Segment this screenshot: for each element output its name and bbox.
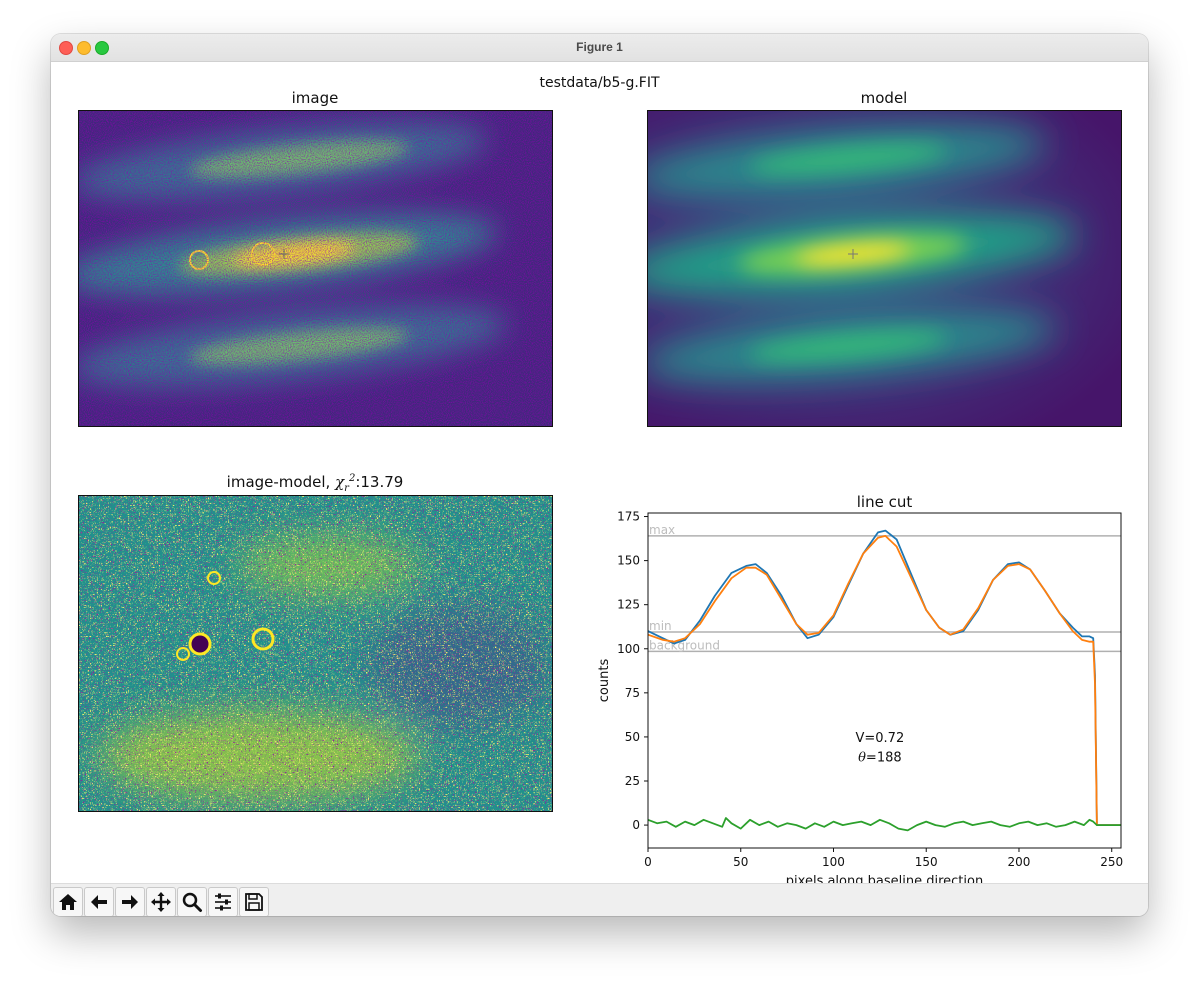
window-title: Figure 1 (576, 40, 623, 54)
visibility-annotation: V=0.72 (855, 731, 904, 746)
x-tick-label: 50 (733, 855, 748, 869)
theta-annotation: θ=188 (858, 751, 902, 766)
chi-squared-symbol: χr2 (335, 473, 356, 494)
y-tick-label: 150 (617, 554, 640, 568)
series-model (647, 535, 1121, 826)
hline-label-max: max (649, 523, 675, 537)
y-tick-label: 25 (625, 774, 640, 788)
arrow-left-icon (91, 895, 107, 909)
hline-label-min: min (649, 619, 672, 633)
back-button[interactable] (84, 887, 114, 916)
move-arrows-icon (151, 892, 171, 912)
close-window-button[interactable] (59, 41, 73, 55)
pan-button[interactable] (146, 887, 176, 916)
y-tick-label: 125 (617, 598, 640, 612)
residual-title-prefix: image-model, (226, 473, 336, 491)
arrow-right-icon (122, 895, 138, 909)
residual-panel[interactable] (78, 495, 553, 812)
y-tick-label: 100 (617, 642, 640, 656)
x-tick-label: 200 (1008, 855, 1031, 869)
minimize-window-button[interactable] (77, 41, 91, 55)
x-tick-label: 0 (644, 855, 652, 869)
x-tick-label: 150 (915, 855, 938, 869)
x-tick-label: 100 (822, 855, 845, 869)
image-panel[interactable] (78, 110, 553, 427)
y-tick-label: 175 (617, 510, 640, 524)
figure-window: Figure 1 testdata/b5-g.FIT image (51, 34, 1148, 916)
hline-label-background: background (649, 638, 720, 652)
series-residual (647, 817, 1121, 832)
linecut-chart[interactable]: max min background 0 50 100 150 200 250 0 25 50 75 1… (581, 461, 1141, 901)
figure-canvas[interactable]: testdata/b5-g.FIT image (51, 61, 1148, 889)
model-panel[interactable] (647, 110, 1122, 427)
configure-subplots-button[interactable] (208, 887, 238, 916)
figure-suptitle: testdata/b5-g.FIT (539, 75, 660, 91)
zoom-window-button[interactable] (95, 41, 109, 55)
y-tick-label: 0 (632, 818, 640, 832)
y-tick-label: 75 (625, 686, 640, 700)
title-bar: Figure 1 (51, 34, 1148, 62)
zoom-rect-button[interactable] (177, 887, 207, 916)
y-axis-label: counts (597, 659, 612, 703)
image-panel-title: image (291, 89, 339, 107)
navigation-toolbar (51, 883, 1148, 916)
image-heatmap (79, 111, 552, 426)
forward-button[interactable] (115, 887, 145, 916)
y-tick-label: 50 (625, 730, 640, 744)
save-figure-button[interactable] (239, 887, 269, 916)
residual-panel-title: image-model, χr2:13.79 (226, 473, 404, 494)
theta-value: 188 (877, 751, 902, 766)
home-button[interactable] (53, 887, 83, 916)
chi-squared-value: 13.79 (360, 473, 404, 491)
linecut-title: line cut (857, 493, 913, 511)
home-icon (59, 894, 77, 910)
model-panel-title: model (860, 89, 908, 107)
model-heatmap (648, 111, 1121, 426)
x-tick-label: 250 (1100, 855, 1123, 869)
plot-frame (647, 512, 1122, 849)
series-data (647, 529, 1121, 826)
residual-heatmap (79, 496, 552, 811)
magnifier-icon (182, 892, 202, 912)
sliders-icon (215, 893, 231, 911)
floppy-disk-icon (245, 893, 263, 911)
